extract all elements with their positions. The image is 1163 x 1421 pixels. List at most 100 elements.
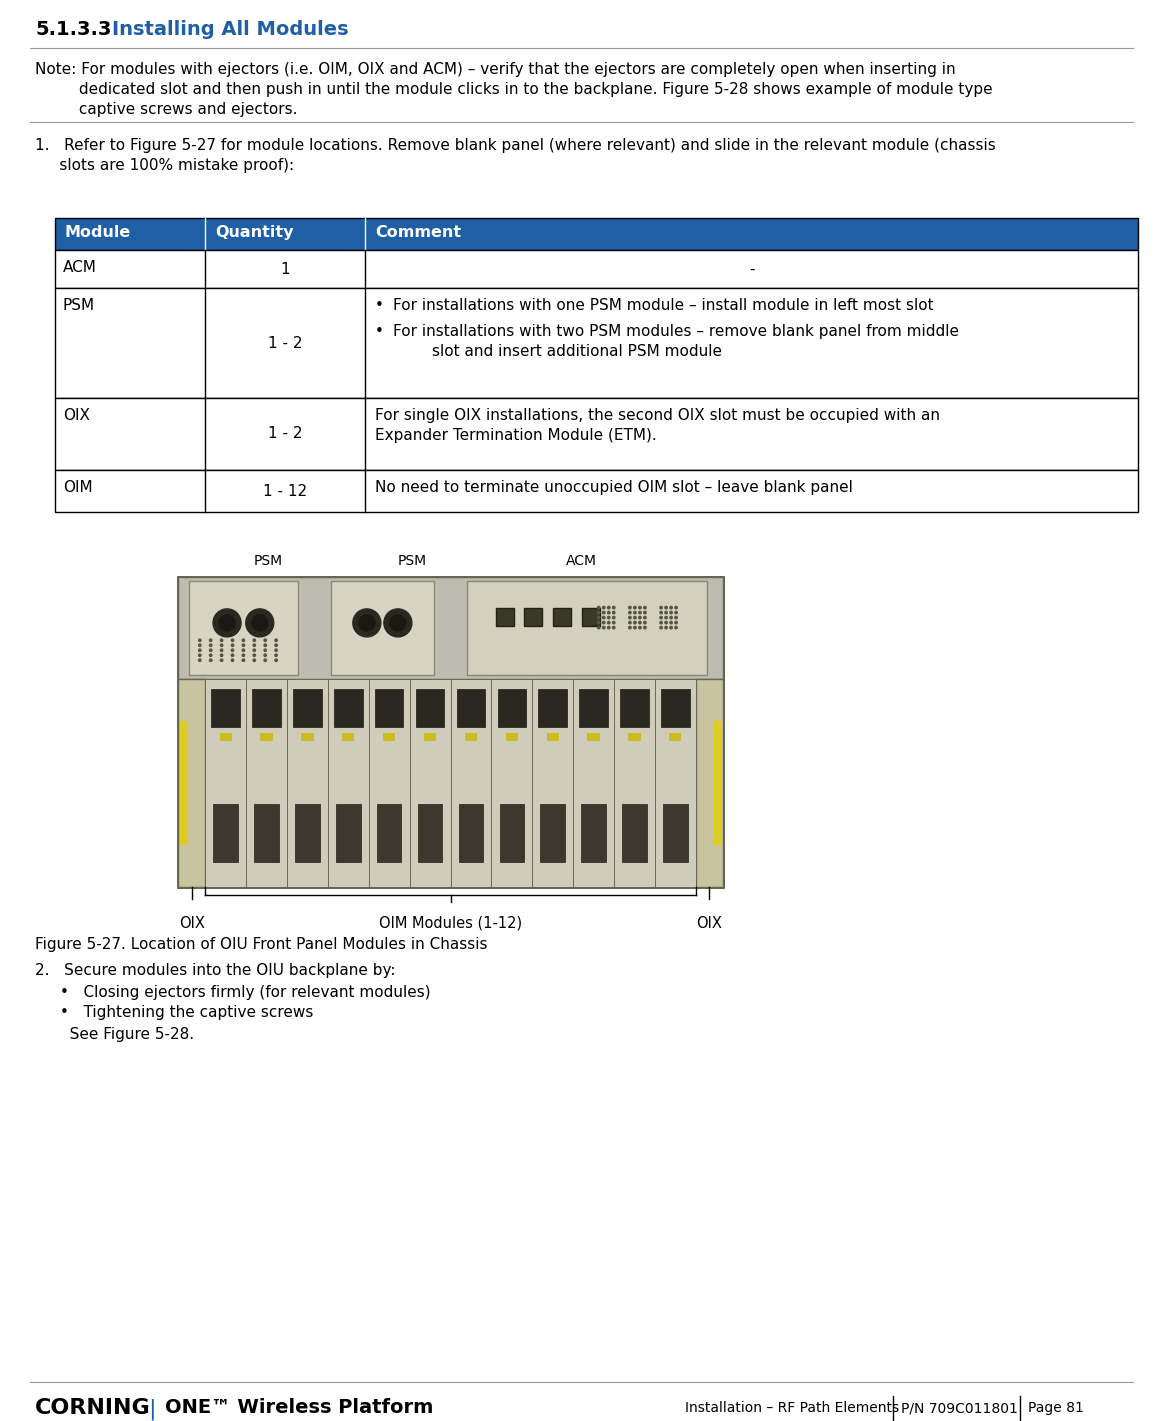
Bar bbox=[579, 689, 608, 726]
Bar bbox=[466, 581, 707, 675]
Bar bbox=[628, 733, 641, 742]
Bar bbox=[500, 804, 525, 863]
Bar bbox=[261, 733, 272, 742]
Text: •: • bbox=[374, 298, 384, 313]
Bar bbox=[418, 804, 442, 863]
Circle shape bbox=[231, 659, 234, 661]
Circle shape bbox=[638, 611, 641, 614]
Bar bbox=[55, 217, 1139, 250]
Bar bbox=[369, 679, 409, 887]
Circle shape bbox=[602, 617, 605, 618]
Circle shape bbox=[607, 617, 609, 618]
Circle shape bbox=[274, 654, 277, 657]
Text: ONE™ Wireless Platform: ONE™ Wireless Platform bbox=[165, 1398, 434, 1417]
Circle shape bbox=[199, 654, 201, 657]
Bar bbox=[180, 720, 188, 845]
Text: OIX: OIX bbox=[63, 408, 90, 423]
Circle shape bbox=[213, 610, 241, 637]
Bar bbox=[188, 581, 298, 675]
Circle shape bbox=[384, 610, 412, 637]
Circle shape bbox=[634, 627, 636, 630]
Text: PSM: PSM bbox=[398, 554, 427, 568]
Circle shape bbox=[245, 610, 273, 637]
Circle shape bbox=[638, 617, 641, 618]
Circle shape bbox=[629, 621, 632, 624]
Text: •   Tightening the captive screws: • Tightening the captive screws bbox=[60, 1005, 313, 1020]
Text: Module: Module bbox=[65, 225, 131, 240]
Bar bbox=[541, 804, 565, 863]
Circle shape bbox=[242, 649, 244, 651]
Circle shape bbox=[629, 627, 632, 630]
Circle shape bbox=[643, 617, 647, 618]
Text: No need to terminate unoccupied OIM slot – leave blank panel: No need to terminate unoccupied OIM slot… bbox=[374, 480, 852, 495]
Bar bbox=[669, 733, 682, 742]
Text: 1: 1 bbox=[280, 261, 290, 277]
Circle shape bbox=[665, 621, 668, 624]
Circle shape bbox=[613, 627, 615, 630]
Circle shape bbox=[638, 621, 641, 624]
Bar bbox=[287, 679, 328, 887]
Circle shape bbox=[634, 621, 636, 624]
Circle shape bbox=[274, 649, 277, 651]
Text: |: | bbox=[148, 1398, 156, 1420]
Text: dedicated slot and then push in until the module clicks in to the backplane. Fig: dedicated slot and then push in until th… bbox=[35, 82, 993, 97]
Text: •   Closing ejectors firmly (for relevant modules): • Closing ejectors firmly (for relevant … bbox=[60, 985, 430, 1000]
Bar bbox=[495, 608, 514, 625]
Circle shape bbox=[643, 611, 647, 614]
Circle shape bbox=[643, 621, 647, 624]
Text: PSM: PSM bbox=[63, 298, 95, 313]
Circle shape bbox=[675, 621, 677, 624]
Circle shape bbox=[598, 621, 600, 624]
Circle shape bbox=[634, 607, 636, 608]
Bar bbox=[301, 733, 314, 742]
Circle shape bbox=[274, 639, 277, 641]
Circle shape bbox=[221, 644, 223, 647]
Circle shape bbox=[264, 644, 266, 647]
Circle shape bbox=[254, 654, 256, 657]
Circle shape bbox=[221, 649, 223, 651]
Circle shape bbox=[598, 611, 600, 614]
Circle shape bbox=[274, 644, 277, 647]
Text: 1 - 12: 1 - 12 bbox=[263, 483, 307, 499]
Circle shape bbox=[675, 607, 677, 608]
Circle shape bbox=[352, 610, 380, 637]
Text: slots are 100% mistake proof):: slots are 100% mistake proof): bbox=[35, 158, 294, 173]
Bar bbox=[214, 804, 238, 863]
Bar bbox=[178, 679, 205, 887]
Circle shape bbox=[209, 644, 212, 647]
Circle shape bbox=[634, 617, 636, 618]
Circle shape bbox=[670, 607, 672, 608]
Bar bbox=[374, 689, 404, 726]
Text: For single OIX installations, the second OIX slot must be occupied with an: For single OIX installations, the second… bbox=[374, 408, 940, 423]
Text: OIM Modules (1-12): OIM Modules (1-12) bbox=[379, 917, 522, 931]
Text: 1 - 2: 1 - 2 bbox=[267, 426, 302, 442]
Text: slot and insert additional PSM module: slot and insert additional PSM module bbox=[393, 344, 722, 360]
Bar bbox=[573, 679, 614, 887]
Circle shape bbox=[665, 627, 668, 630]
Circle shape bbox=[254, 659, 256, 661]
Bar bbox=[614, 679, 655, 887]
Circle shape bbox=[274, 659, 277, 661]
Circle shape bbox=[675, 611, 677, 614]
Circle shape bbox=[231, 639, 234, 641]
Circle shape bbox=[602, 621, 605, 624]
Circle shape bbox=[638, 607, 641, 608]
Bar bbox=[328, 679, 369, 887]
Bar bbox=[713, 720, 721, 845]
Circle shape bbox=[670, 627, 672, 630]
Circle shape bbox=[607, 611, 609, 614]
Bar bbox=[377, 804, 401, 863]
Circle shape bbox=[199, 659, 201, 661]
Bar bbox=[554, 608, 571, 625]
Circle shape bbox=[629, 617, 632, 618]
Text: Expander Termination Module (ETM).: Expander Termination Module (ETM). bbox=[374, 428, 657, 443]
Bar bbox=[458, 804, 483, 863]
Circle shape bbox=[264, 649, 266, 651]
Bar bbox=[178, 577, 723, 887]
Circle shape bbox=[254, 649, 256, 651]
Bar bbox=[336, 804, 361, 863]
Circle shape bbox=[665, 607, 668, 608]
Text: CORNING: CORNING bbox=[35, 1398, 151, 1418]
Bar bbox=[255, 804, 279, 863]
Bar bbox=[55, 250, 1139, 288]
